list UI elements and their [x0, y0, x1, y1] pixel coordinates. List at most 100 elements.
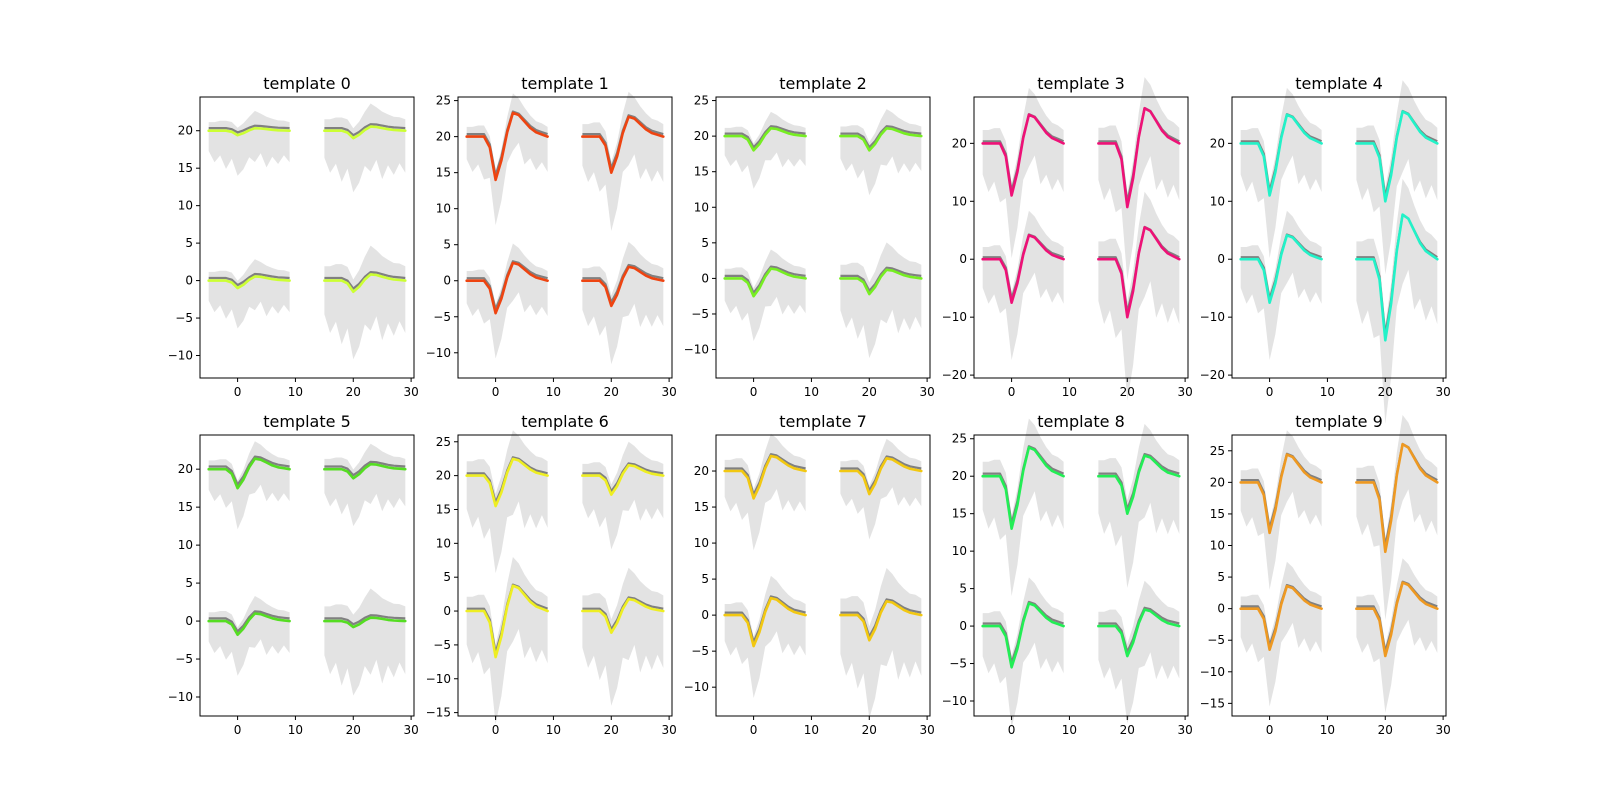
trace-8-3 [1097, 580, 1181, 724]
y-tick-label-5-15: 15 [178, 500, 193, 514]
y-tick-label-4--10: −10 [1200, 310, 1225, 324]
y-tick-label-9-10: 10 [1210, 539, 1225, 553]
axes-frame-8 [973, 434, 1189, 717]
trace-5-3 [323, 588, 407, 696]
mean-line-0-0 [208, 124, 290, 134]
waveform-line-1-0 [465, 111, 549, 182]
trace-7-2 [723, 575, 807, 698]
envelope-7-0 [724, 433, 806, 551]
trace-6-3 [581, 567, 665, 706]
waveform-line-2-3 [839, 268, 923, 296]
y-tick-label-0-15: 15 [178, 161, 193, 175]
waveform-line-0-0 [207, 126, 291, 137]
envelope-7-2 [724, 575, 806, 698]
y-tick-label-2-20: 20 [694, 129, 709, 143]
envelope-8-0 [982, 418, 1064, 597]
x-tick-label-2-0: 0 [750, 385, 758, 399]
y-tick-label-1-10: 10 [436, 202, 451, 216]
y-tick-label-6-15: 15 [436, 502, 451, 516]
trace-8-2 [981, 577, 1065, 728]
waveform-line-5-0 [207, 457, 291, 490]
envelope-5-2 [208, 596, 290, 676]
x-tick-label-9-20: 20 [1378, 723, 1393, 737]
envelope-6-1 [582, 441, 664, 550]
y-tick-label-5--5: −5 [175, 652, 193, 666]
waveform-line-3-1 [1097, 107, 1181, 209]
mean-line-2-3 [840, 266, 922, 292]
mean-line-2-1 [840, 125, 922, 149]
x-tick-label-2-30: 30 [919, 385, 934, 399]
waveform-line-8-2 [981, 602, 1065, 669]
envelope-5-1 [324, 443, 406, 527]
y-tick-label-0--5: −5 [175, 311, 193, 325]
trace-2-1 [839, 109, 923, 196]
envelope-0-3 [324, 245, 406, 360]
subplot-title-0: template 0 [263, 74, 351, 93]
envelope-9-3 [1356, 558, 1438, 713]
y-tick-label-5-20: 20 [178, 462, 193, 476]
envelope-8-2 [982, 577, 1064, 728]
y-tick-label-8-10: 10 [952, 544, 967, 558]
y-tick-label-2-5: 5 [701, 236, 709, 250]
subplot-0: template 0 0 10 20 30 −10 −5 0 5 10 15 20 [168, 74, 419, 399]
y-tick-label-0--10: −10 [168, 349, 193, 363]
subplot-title-3: template 3 [1037, 74, 1125, 93]
waveform-line-6-2 [465, 584, 549, 659]
mean-line-0-3 [324, 271, 406, 290]
subplot-title-6: template 6 [521, 412, 609, 431]
y-tick-label-7-0: 0 [701, 608, 709, 622]
y-tick-label-3--20: −20 [942, 368, 967, 382]
envelope-9-1 [1356, 415, 1438, 620]
x-tick-label-6-30: 30 [661, 723, 676, 737]
waveform-line-1-3 [581, 265, 665, 308]
trace-4-2 [1239, 210, 1323, 360]
x-tick-label-7-30: 30 [919, 723, 934, 737]
trace-1-2 [465, 243, 549, 359]
waveform-line-5-2 [207, 612, 291, 637]
y-tick-label-2--10: −10 [684, 343, 709, 357]
subplot-4: template 4 0 10 20 30 −20 −10 0 10 20 [1200, 74, 1451, 424]
trace-5-1 [323, 443, 407, 527]
y-tick-label-0-20: 20 [178, 124, 193, 138]
waveform-line-4-1 [1355, 110, 1439, 203]
subplot-title-9: template 9 [1295, 412, 1383, 431]
envelope-6-0 [466, 430, 548, 574]
y-tick-label-9--5: −5 [1207, 633, 1225, 647]
x-tick-label-2-20: 20 [862, 385, 877, 399]
envelope-7-1 [840, 438, 922, 540]
x-tick-label-8-0: 0 [1008, 723, 1016, 737]
trace-0-0 [207, 110, 291, 176]
envelope-4-0 [1240, 87, 1322, 259]
x-tick-label-5-10: 10 [288, 723, 303, 737]
trace-2-0 [723, 111, 807, 189]
envelope-1-3 [582, 241, 664, 365]
trace-1-3 [581, 241, 665, 365]
y-tick-label-6-25: 25 [436, 435, 451, 449]
envelope-6-3 [582, 567, 664, 706]
axes-frame-5 [199, 434, 415, 717]
y-tick-label-8-0: 0 [959, 619, 967, 633]
envelope-7-3 [840, 568, 922, 719]
y-tick-label-7--5: −5 [691, 644, 709, 658]
waveform-line-4-3 [1355, 213, 1439, 342]
trace-9-0 [1239, 430, 1323, 590]
subplot-3: template 3 0 10 20 30 −20 −10 0 10 20 [942, 74, 1193, 401]
mean-line-2-0 [724, 125, 806, 149]
y-tick-label-5--10: −10 [168, 690, 193, 704]
envelope-5-0 [208, 441, 290, 530]
y-tick-label-4-10: 10 [1210, 194, 1225, 208]
x-tick-label-8-30: 30 [1177, 723, 1192, 737]
waveform-line-7-1 [839, 456, 923, 496]
waveform-line-2-1 [839, 127, 923, 152]
y-tick-label-2-15: 15 [694, 165, 709, 179]
waveform-line-2-2 [723, 267, 807, 298]
mean-line-0-1 [324, 123, 406, 137]
y-tick-label-7-15: 15 [694, 500, 709, 514]
waveform-line-3-0 [981, 113, 1065, 197]
trace-7-0 [723, 433, 807, 551]
y-tick-label-5-0: 0 [185, 614, 193, 628]
axes-frame-7 [715, 434, 931, 717]
trace-7-3 [839, 568, 923, 719]
y-tick-label-0-0: 0 [185, 274, 193, 288]
trace-6-2 [465, 557, 549, 725]
